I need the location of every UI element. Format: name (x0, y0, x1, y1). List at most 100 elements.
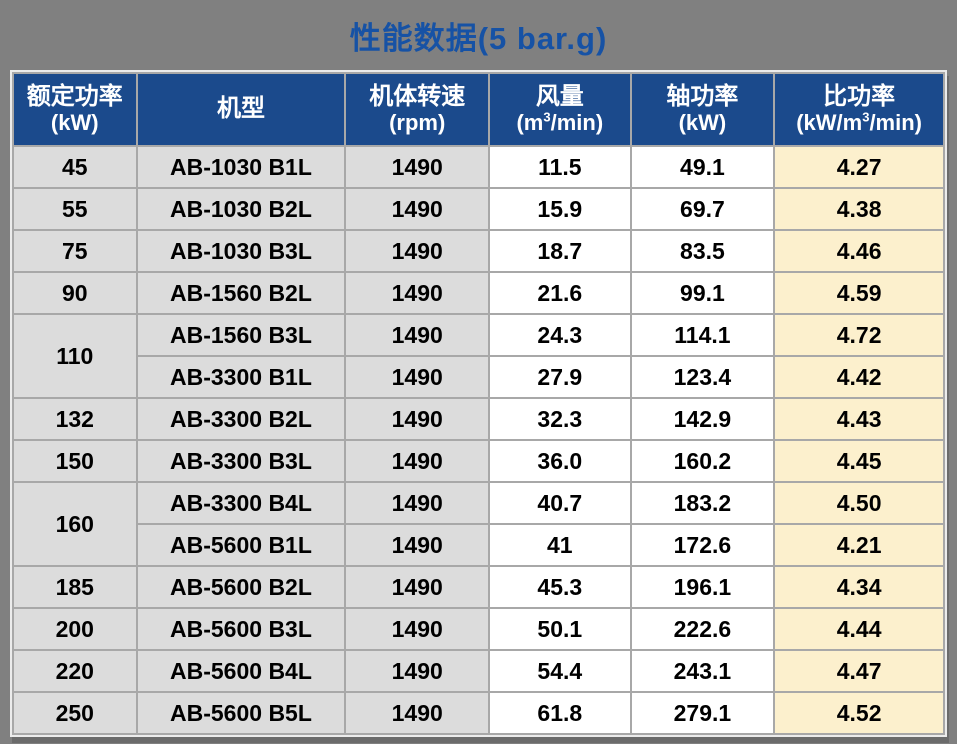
table-row: 110 AB-1560 B3L 1490 24.3 114.1 4.72 (12, 313, 945, 399)
cell-flow: 40.7 (488, 481, 632, 525)
column-unit: (rpm) (389, 109, 446, 135)
cell-model: AB-1030 B3L (135, 229, 347, 273)
cell-flow: 32.3 (488, 397, 632, 441)
column-header-rated-power: 额定功率 (kW) (12, 72, 138, 147)
cell-specific-power: 4.46 (773, 229, 945, 273)
table-row: AB-3300 B1L 1490 27.9 123.4 4.42 (13, 355, 945, 399)
cell-model: AB-3300 B3L (135, 439, 347, 483)
cell-model: AB-3300 B2L (135, 397, 347, 441)
cell-shaft-power: 114.1 (629, 313, 776, 357)
cell-specific-power: 4.45 (773, 439, 945, 483)
table-row: 90 AB-1560 B2L 1490 21.6 99.1 4.59 (12, 271, 945, 315)
cell-rated-power: 45 (12, 145, 138, 189)
cell-shaft-power: 83.5 (629, 229, 776, 273)
column-unit: (kW) (678, 109, 727, 135)
column-title: 比功率 (823, 82, 896, 110)
column-header-specific-power: 比功率 (kW/m3/min) (773, 72, 945, 147)
cell-flow: 45.3 (488, 565, 632, 609)
cell-shaft-power: 196.1 (629, 565, 776, 609)
cell-specific-power: 4.27 (773, 145, 945, 189)
column-title: 风量 (535, 82, 584, 110)
cell-speed: 1490 (344, 607, 491, 651)
table-row: 55 AB-1030 B2L 1490 15.9 69.7 4.38 (12, 187, 945, 231)
table-row: AB-5600 B1L 1490 41 172.6 4.21 (13, 523, 945, 567)
cell-speed: 1490 (344, 229, 491, 273)
cell-shaft-power: 69.7 (629, 187, 776, 231)
cell-rated-power: 75 (12, 229, 138, 273)
cell-speed: 1490 (344, 355, 491, 399)
cell-rated-power: 220 (12, 649, 138, 693)
cell-flow: 15.9 (488, 187, 632, 231)
cell-flow: 27.9 (488, 355, 632, 399)
table-header: 额定功率 (kW) 机型 机体转速 (rpm) 风量 (m3/min) 轴功率 (kW) 比功率(… (12, 72, 945, 147)
table-row: 132 AB-3300 B2L 1490 32.3 142.9 4.43 (12, 397, 945, 441)
cell-speed: 1490 (344, 397, 491, 441)
table-row: 220 AB-5600 B4L 1490 54.4 243.1 4.47 (12, 649, 945, 693)
cell-specific-power: 4.42 (773, 355, 945, 399)
performance-table: 额定功率 (kW) 机型 机体转速 (rpm) 风量 (m3/min) 轴功率 (kW) 比功率(… (12, 72, 945, 735)
cell-flow: 24.3 (488, 313, 632, 357)
cell-speed: 1490 (344, 187, 491, 231)
table-row: 200 AB-5600 B3L 1490 50.1 222.6 4.44 (12, 607, 945, 651)
cell-rated-power: 200 (12, 607, 138, 651)
table-row: 160 AB-3300 B4L 1490 40.7 183.2 4.50 (12, 481, 945, 567)
cell-flow: 18.7 (488, 229, 632, 273)
cell-shaft-power: 142.9 (629, 397, 776, 441)
cell-speed: 1490 (344, 439, 491, 483)
cell-flow: 50.1 (488, 607, 632, 651)
column-header-flow: 风量 (m3/min) (488, 72, 632, 147)
cell-shaft-power: 183.2 (629, 481, 776, 525)
cell-speed: 1490 (344, 565, 491, 609)
cell-specific-power: 4.47 (773, 649, 945, 693)
cell-flow: 21.6 (488, 271, 632, 315)
cell-flow: 36.0 (488, 439, 632, 483)
cell-specific-power: 4.43 (773, 397, 945, 441)
table-body: 45 AB-1030 B1L 1490 11.5 49.1 4.27 55 AB-1030 B… (12, 145, 945, 735)
cell-shaft-power: 222.6 (629, 607, 776, 651)
table-row: 185 AB-5600 B2L 1490 45.3 196.1 4.34 (12, 565, 945, 609)
cell-flow: 11.5 (488, 145, 632, 189)
cell-flow: 41 (488, 523, 632, 567)
cell-shaft-power: 279.1 (629, 691, 776, 735)
table-row: 75 AB-1030 B3L 1490 18.7 83.5 4.46 (12, 229, 945, 273)
cell-specific-power: 4.44 (773, 607, 945, 651)
cell-speed: 1490 (344, 691, 491, 735)
column-unit: (kW/m3/min) (796, 109, 922, 135)
column-title: 机体转速 (369, 82, 466, 110)
cell-flow: 54.4 (488, 649, 632, 693)
cell-rated-power: 185 (12, 565, 138, 609)
cell-specific-power: 4.72 (773, 313, 945, 357)
cell-model: AB-1560 B2L (135, 271, 347, 315)
cell-rated-power: 55 (12, 187, 138, 231)
cell-model: AB-5600 B2L (135, 565, 347, 609)
cell-flow: 61.8 (488, 691, 632, 735)
title-bar: 性能数据(5 bar.g) (0, 0, 957, 70)
cell-rated-power: 110 (12, 313, 138, 399)
cell-model: AB-5600 B3L (135, 607, 347, 651)
cell-specific-power: 4.21 (773, 523, 945, 567)
column-title: 轴功率 (666, 82, 739, 110)
header-row: 额定功率 (kW) 机型 机体转速 (rpm) 风量 (m3/min) 轴功率 (kW) 比功率(… (12, 72, 945, 147)
column-header-model: 机型 (135, 72, 347, 147)
cell-shaft-power: 172.6 (629, 523, 776, 567)
column-unit: (m3/min) (516, 109, 604, 135)
cell-speed: 1490 (344, 145, 491, 189)
cell-specific-power: 4.52 (773, 691, 945, 735)
page-title: 性能数据(5 bar.g) (349, 20, 608, 56)
column-title: 额定功率 (26, 82, 123, 110)
cell-model: AB-1030 B2L (135, 187, 347, 231)
cell-specific-power: 4.34 (773, 565, 945, 609)
column-header-speed: 机体转速 (rpm) (344, 72, 491, 147)
cell-model: AB-3300 B1L (135, 355, 347, 399)
cell-model: AB-5600 B4L (135, 649, 347, 693)
cell-speed: 1490 (344, 481, 491, 525)
cell-shaft-power: 160.2 (629, 439, 776, 483)
cell-model: AB-5600 B5L (135, 691, 347, 735)
cell-speed: 1490 (344, 523, 491, 567)
cell-model: AB-1030 B1L (135, 145, 347, 189)
cell-shaft-power: 123.4 (629, 355, 776, 399)
table-wrapper: 额定功率 (kW) 机型 机体转速 (rpm) 风量 (m3/min) 轴功率 (kW) 比功率(… (10, 70, 947, 737)
cell-speed: 1490 (344, 313, 491, 357)
cell-rated-power: 250 (12, 691, 138, 735)
cell-model: AB-5600 B1L (135, 523, 347, 567)
